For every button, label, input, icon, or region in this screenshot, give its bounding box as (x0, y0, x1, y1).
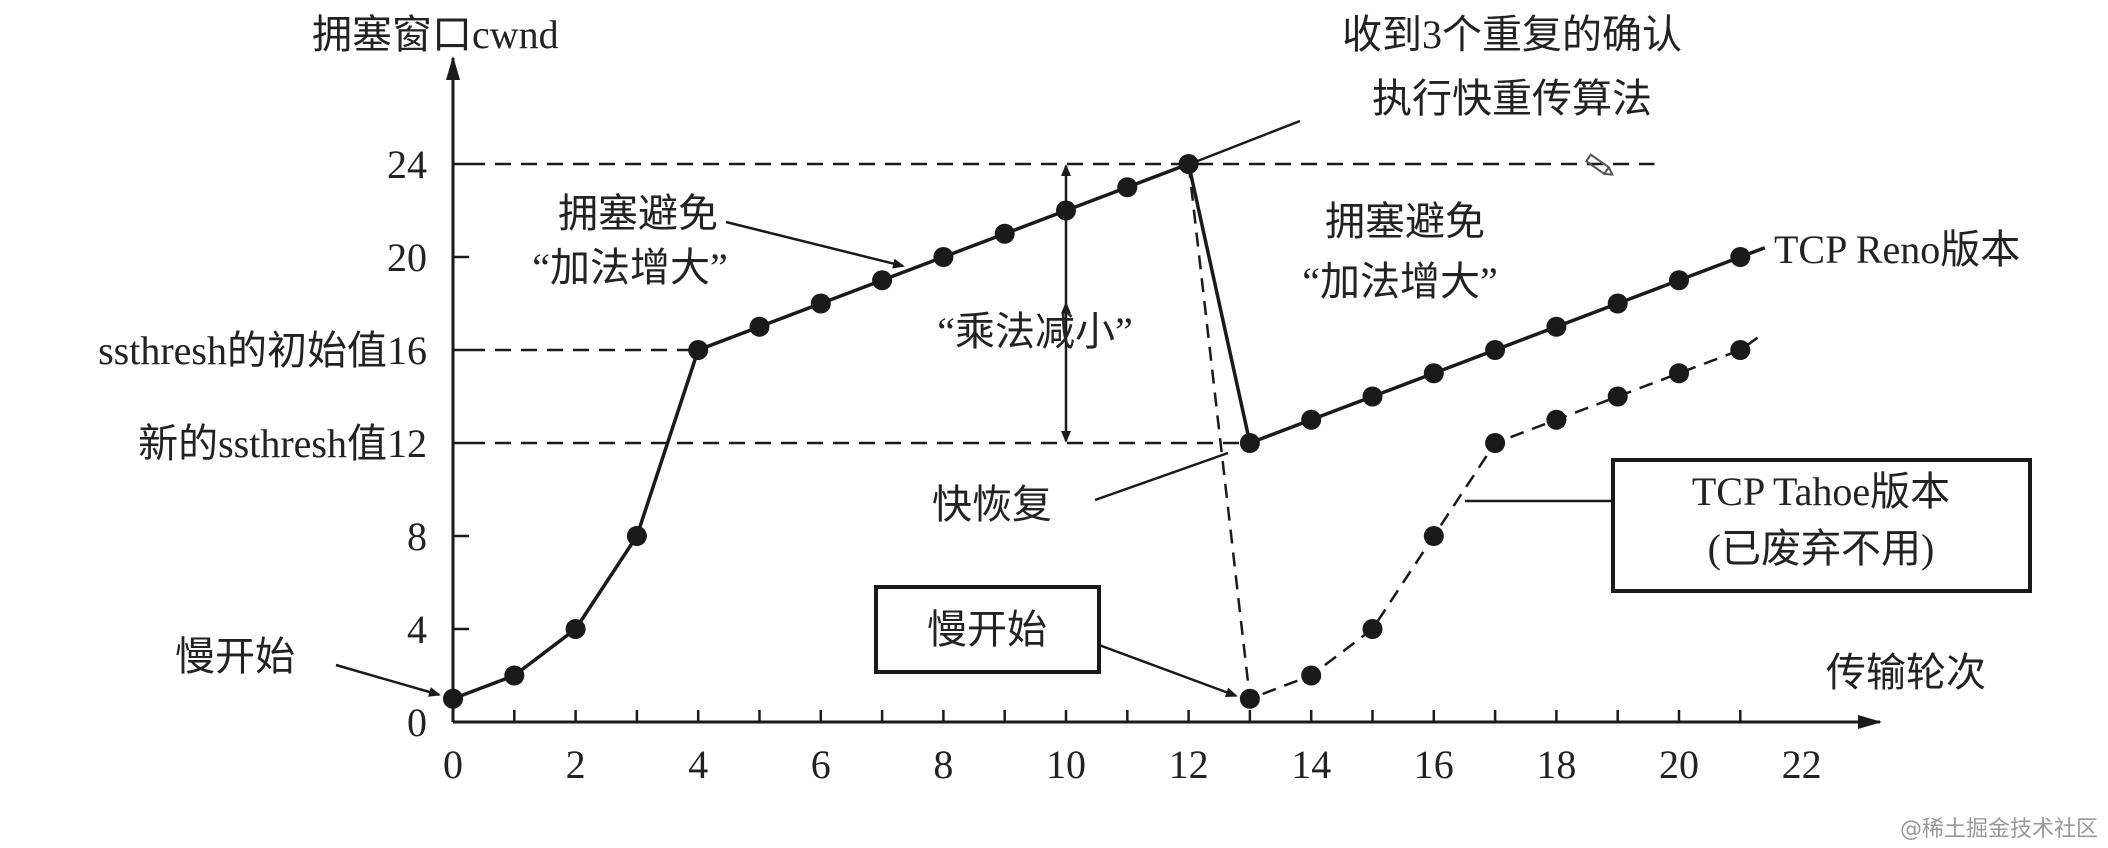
data-point (1239, 688, 1260, 709)
x-tick-label: 2 (566, 742, 586, 787)
data-point (1607, 293, 1628, 314)
annotation-ca-1-line2: “加法增大” (532, 245, 728, 290)
data-point (1546, 409, 1567, 430)
y-tick-label: 20 (387, 235, 427, 280)
x-tick-label: 4 (688, 742, 708, 787)
slow-start-box (874, 585, 1101, 674)
annotation-multiplicative-decrease: “乘法减小” (937, 309, 1133, 354)
legend-tahoe: TCP Tahoe版本 (1692, 469, 1950, 514)
data-point (1485, 433, 1506, 453)
y-tick-label: 新的ssthresh值12 (138, 421, 427, 466)
arrow-slow-start-1 (335, 663, 441, 697)
data-point (1239, 433, 1260, 453)
tahoe-box (1611, 458, 2032, 593)
x-axis-label: 传输轮次 (1826, 650, 1986, 695)
data-point (1301, 409, 1322, 430)
series-line-tahoe (1187, 163, 1766, 701)
arrow-congestion-avoidance-1 (725, 220, 905, 269)
arrow-slow-start-2 (1098, 643, 1238, 697)
annotation-dupack-line1: 收到3个重复的确认 (1342, 12, 1682, 57)
data-point (810, 293, 831, 314)
leader-dupack (1194, 119, 1301, 164)
x-tick-label: 12 (1169, 742, 1209, 787)
data-point (1301, 665, 1322, 686)
data-point (1117, 177, 1138, 198)
data-point (565, 619, 586, 639)
annotation-slow-start-2: 慢开始 (927, 607, 1047, 652)
y-tick-label: ssthresh的初始值16 (98, 328, 427, 373)
data-point (749, 316, 770, 337)
x-tick-label: 16 (1414, 742, 1454, 787)
x-tick-label: 8 (933, 742, 953, 787)
data-point (1669, 363, 1689, 384)
data-point (1546, 316, 1567, 337)
y-tick-label: 24 (387, 142, 427, 187)
data-point (1485, 340, 1506, 360)
legend-reno: TCP Reno版本 (1774, 227, 2020, 272)
data-point (688, 340, 709, 360)
data-point (1423, 363, 1444, 384)
y-tick-label: 8 (407, 514, 427, 559)
data-point (1423, 526, 1444, 546)
annotation-ca-2-line1: 拥塞避免 (1325, 199, 1485, 244)
data-point (1730, 340, 1751, 360)
data-point (504, 665, 525, 686)
x-tick-label: 6 (811, 742, 831, 787)
data-point (1362, 386, 1383, 407)
data-point (1669, 270, 1689, 291)
x-tick-label: 18 (1536, 742, 1576, 787)
data-point (443, 688, 463, 709)
x-tick-label: 0 (443, 742, 463, 787)
leader-fast-recovery (1094, 451, 1229, 502)
data-point (994, 223, 1015, 244)
y-tick-label: 0 (407, 700, 427, 745)
annotation-ca-1-line1: 拥塞避免 (558, 191, 718, 236)
legend-tahoe-note: (已废弃不用) (1708, 526, 1935, 571)
x-tick-label: 22 (1782, 742, 1822, 787)
y-axis-label: 拥塞窗口cwnd (312, 12, 559, 57)
data-point (626, 526, 647, 546)
data-point (1730, 247, 1751, 267)
data-point (1607, 386, 1628, 407)
x-tick-label: 20 (1659, 742, 1699, 787)
x-tick-label: 14 (1291, 742, 1331, 787)
annotation-slow-start-1: 慢开始 (175, 634, 295, 679)
x-tick-label: 10 (1046, 742, 1086, 787)
annotation-dupack-line2: 执行快重传算法 (1372, 76, 1652, 121)
watermark: @稀土掘金技术社区 (1900, 817, 2098, 842)
data-point (933, 247, 954, 267)
annotation-ca-2-line2: “加法增大” (1302, 259, 1498, 304)
annotation-fast-recovery: 快恢复 (932, 482, 1052, 527)
y-tick-label: 4 (407, 607, 427, 652)
data-point (1362, 619, 1383, 639)
pencil-icon (1584, 153, 1614, 176)
data-point (872, 270, 893, 291)
